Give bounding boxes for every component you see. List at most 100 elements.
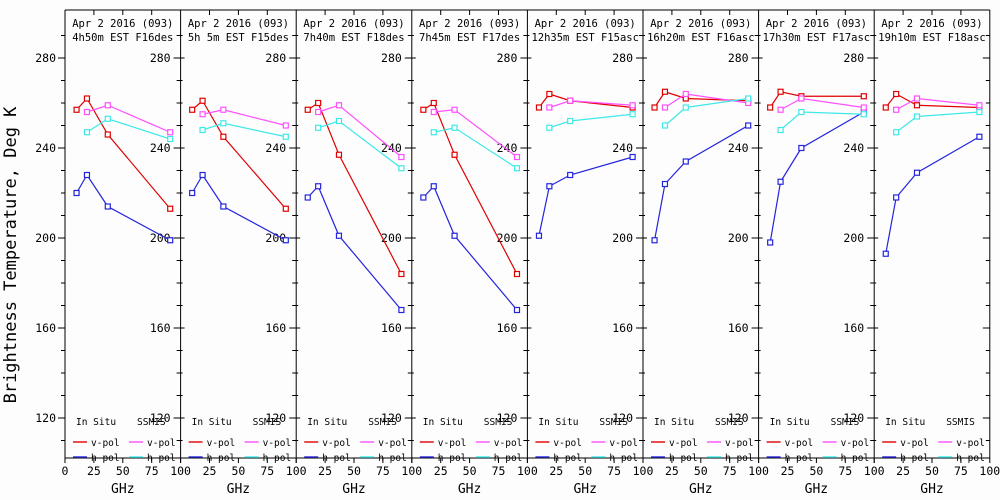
legend-label-vpol: v-pol: [609, 438, 638, 449]
legend: In Situ SSMIS v-pol v-pol h-pol h-pol: [535, 417, 638, 464]
x-tick-label: 75: [607, 464, 621, 478]
x-tick-label: 25: [203, 464, 217, 478]
series-ssmis-vpol: [777, 95, 867, 113]
series-ssmis-vpol-marker: [976, 102, 983, 109]
series-insitu-vpol-line: [307, 102, 402, 275]
x-tick-label: 50: [463, 464, 477, 478]
legend-label-hpol: h-pol: [725, 453, 754, 464]
series-insitu-hpol-marker: [451, 232, 458, 239]
series-ssmis-vpol-marker: [451, 106, 458, 113]
series-insitu-hpol-marker: [73, 189, 80, 197]
x-axis: 25 50 75 100 GHz: [873, 458, 1000, 497]
series-insitu-hpol-marker: [882, 250, 889, 257]
panel-title-line1: Apr 2 2016 (093): [419, 18, 520, 30]
legend-label-hpol: h-pol: [378, 453, 407, 464]
x-tick-label: 100: [864, 464, 885, 478]
x-tick-label: 0: [62, 464, 69, 478]
legend-label-hpol: h-pol: [438, 453, 467, 464]
y-tick-label: 280: [265, 51, 286, 65]
y-tick-label: 200: [150, 231, 171, 245]
legend-label-hpol: h-pol: [785, 453, 814, 464]
legend-label-hpol: h-pol: [263, 453, 292, 464]
series-insitu-hpol-marker: [767, 239, 774, 246]
series-insitu-vpol-marker: [893, 90, 900, 98]
series-insitu-vpol-marker: [167, 205, 174, 212]
x-axis-label: GHz: [342, 482, 365, 497]
legend-label-hpol: h-pol: [207, 453, 236, 464]
legend-header-ssmis: SSMIS: [946, 417, 975, 428]
series-ssmis-vpol-marker: [282, 122, 289, 129]
series-insitu-hpol: [882, 133, 983, 257]
y-tick-label: 120: [497, 411, 518, 425]
x-tick-label: 100: [286, 464, 307, 478]
series-ssmis-hpol-marker: [546, 124, 553, 131]
series-insitu-hpol-marker: [745, 122, 752, 129]
panel-title-line1: Apr 2 2016 (093): [535, 18, 636, 30]
legend-label-vpol: v-pol: [322, 438, 351, 449]
series-ssmis-hpol: [777, 108, 867, 134]
series-insitu-hpol-marker: [893, 194, 900, 201]
series-insitu-vpol-marker: [860, 93, 867, 100]
series-insitu-vpol-marker: [661, 88, 669, 95]
series-insitu-hpol: [189, 171, 289, 244]
y-tick-label: 240: [728, 141, 749, 155]
series-insitu-hpol-line: [538, 156, 633, 236]
y-tick-label: 160: [612, 321, 633, 335]
series-insitu-vpol-marker: [546, 90, 553, 98]
legend: In Situ SSMIS v-pol v-pol h-pol h-pol: [419, 417, 522, 464]
x-tick-label: 100: [979, 464, 1000, 478]
y-tick-label: 200: [843, 231, 864, 245]
series-ssmis-hpol-marker: [315, 124, 322, 131]
y-axis-ticks: 120 160 200 240 280: [728, 35, 763, 441]
x-axis-label: GHz: [689, 482, 712, 497]
series-ssmis-hpol-marker: [282, 133, 289, 140]
series-insitu-hpol-marker: [199, 171, 206, 179]
y-tick-label: 200: [612, 231, 633, 245]
legend-label-vpol: v-pol: [841, 438, 870, 449]
series-ssmis-hpol-marker: [104, 115, 111, 122]
series-ssmis-hpol-line: [202, 122, 286, 138]
x-tick-label: 100: [170, 464, 191, 478]
legend-header-insitu: In Situ: [192, 417, 232, 428]
x-axis: 25 50 75 100 GHz: [180, 458, 307, 497]
series-insitu-hpol: [535, 153, 636, 239]
series-insitu-vpol-marker: [189, 106, 196, 113]
panel-title-line1: Apr 2 2016 (093): [650, 18, 751, 30]
legend-header-insitu: In Situ: [770, 417, 810, 428]
y-axis-ticks: 120 160 200 240 280: [265, 35, 301, 441]
y-tick-label: 160: [728, 321, 749, 335]
series-insitu-vpol: [189, 97, 289, 212]
series-insitu-vpol-marker: [73, 106, 80, 113]
series-ssmis-vpol-marker: [430, 108, 437, 116]
series-ssmis-hpol-marker: [335, 117, 343, 125]
x-tick-label: 100: [748, 464, 769, 478]
series-insitu-vpol-marker: [335, 151, 343, 158]
x-tick-label: 50: [578, 464, 592, 478]
series-ssmis-hpol: [315, 117, 405, 172]
series-insitu-vpol-marker: [398, 270, 405, 278]
series-ssmis-vpol-marker: [546, 104, 553, 111]
series-insitu-hpol-line: [653, 124, 749, 241]
legend-label-vpol: v-pol: [91, 438, 120, 449]
y-tick-label: 160: [265, 321, 286, 335]
legend-header-ssmis: SSMIS: [831, 417, 860, 428]
legend-header-insitu: In Situ: [538, 417, 578, 428]
y-tick-label: 120: [150, 411, 171, 425]
panel-title-line2: 17h30m EST F17asc: [763, 32, 870, 44]
panel-8: Apr 2 2016 (093) 19h10m EST F18asc 25 50 75 1…: [873, 10, 1000, 497]
series-insitu-vpol-marker: [420, 106, 427, 113]
series-insitu-vpol-marker: [882, 104, 889, 111]
panel-title-line1: Apr 2 2016 (093): [881, 18, 982, 30]
y-axis-ticks: [982, 35, 990, 441]
series-insitu-hpol-marker: [535, 232, 543, 239]
series-ssmis-vpol-line: [86, 104, 171, 133]
series-ssmis-vpol: [83, 102, 174, 136]
series-insitu-vpol: [73, 95, 174, 212]
panel-1: Apr 2 2016 (093) 4h50m EST F16des 0 25 50 75 1…: [62, 10, 191, 497]
series-insitu-vpol-marker: [83, 95, 91, 102]
series-ssmis-vpol: [893, 95, 983, 113]
x-tick-label: 25: [549, 464, 563, 478]
x-tick-label: 25: [87, 464, 101, 478]
series-ssmis-hpol-marker: [682, 104, 689, 111]
